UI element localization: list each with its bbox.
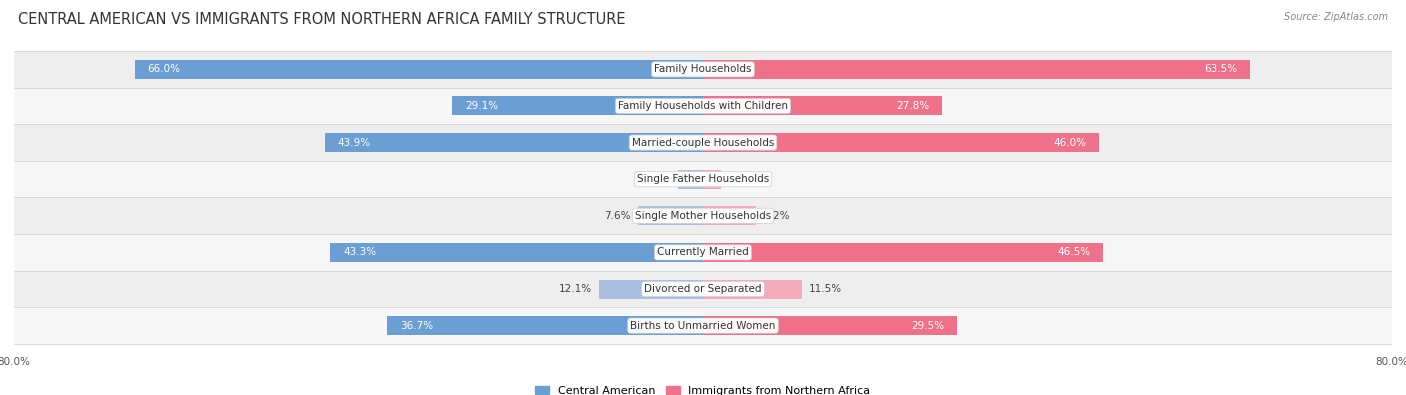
Text: Currently Married: Currently Married bbox=[657, 247, 749, 258]
Text: Married-couple Households: Married-couple Households bbox=[631, 137, 775, 148]
Text: Family Households: Family Households bbox=[654, 64, 752, 74]
Bar bbox=[14, 271, 1392, 307]
Bar bbox=[703, 280, 801, 299]
Text: 29.1%: 29.1% bbox=[465, 101, 499, 111]
Text: 2.1%: 2.1% bbox=[728, 174, 755, 184]
Text: 63.5%: 63.5% bbox=[1204, 64, 1237, 74]
Text: 2.9%: 2.9% bbox=[644, 174, 671, 184]
Bar bbox=[14, 88, 1392, 124]
Text: 46.0%: 46.0% bbox=[1053, 137, 1087, 148]
Text: 29.5%: 29.5% bbox=[911, 321, 945, 331]
Bar bbox=[14, 307, 1392, 344]
Bar bbox=[703, 96, 942, 115]
Bar bbox=[703, 243, 1104, 262]
Text: Single Father Households: Single Father Households bbox=[637, 174, 769, 184]
Bar bbox=[14, 124, 1392, 161]
Text: 12.1%: 12.1% bbox=[558, 284, 592, 294]
Bar bbox=[14, 51, 1392, 88]
Text: 6.2%: 6.2% bbox=[763, 211, 790, 221]
Legend: Central American, Immigrants from Northern Africa: Central American, Immigrants from Northe… bbox=[536, 386, 870, 395]
Text: 66.0%: 66.0% bbox=[148, 64, 180, 74]
Bar bbox=[678, 170, 703, 189]
Bar bbox=[387, 316, 703, 335]
Bar bbox=[703, 133, 1099, 152]
Bar bbox=[330, 243, 703, 262]
Text: Source: ZipAtlas.com: Source: ZipAtlas.com bbox=[1284, 12, 1388, 22]
Text: Family Households with Children: Family Households with Children bbox=[619, 101, 787, 111]
Text: 43.3%: 43.3% bbox=[343, 247, 377, 258]
Bar bbox=[703, 206, 756, 225]
Text: 36.7%: 36.7% bbox=[399, 321, 433, 331]
Bar bbox=[703, 316, 957, 335]
Text: Single Mother Households: Single Mother Households bbox=[636, 211, 770, 221]
Bar bbox=[703, 60, 1250, 79]
Text: CENTRAL AMERICAN VS IMMIGRANTS FROM NORTHERN AFRICA FAMILY STRUCTURE: CENTRAL AMERICAN VS IMMIGRANTS FROM NORT… bbox=[18, 12, 626, 27]
Text: 46.5%: 46.5% bbox=[1057, 247, 1091, 258]
Text: 43.9%: 43.9% bbox=[337, 137, 371, 148]
Bar bbox=[325, 133, 703, 152]
Bar bbox=[599, 280, 703, 299]
Bar bbox=[453, 96, 703, 115]
Bar bbox=[14, 198, 1392, 234]
Bar bbox=[14, 234, 1392, 271]
Text: Births to Unmarried Women: Births to Unmarried Women bbox=[630, 321, 776, 331]
Bar bbox=[14, 161, 1392, 198]
Bar bbox=[135, 60, 703, 79]
Bar bbox=[703, 170, 721, 189]
Text: 27.8%: 27.8% bbox=[897, 101, 929, 111]
Text: Divorced or Separated: Divorced or Separated bbox=[644, 284, 762, 294]
Bar bbox=[637, 206, 703, 225]
Text: 11.5%: 11.5% bbox=[808, 284, 842, 294]
Text: 7.6%: 7.6% bbox=[605, 211, 631, 221]
